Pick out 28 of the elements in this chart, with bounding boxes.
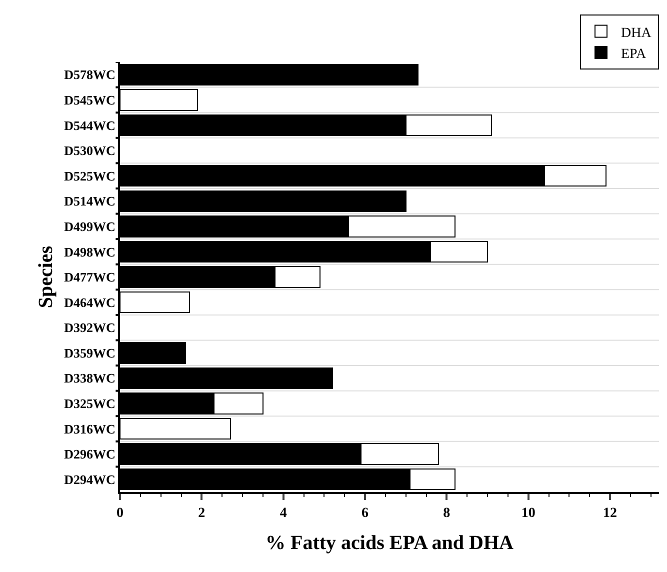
x-tick-label: 0 <box>116 506 124 521</box>
x-tick-label: 12 <box>603 506 617 521</box>
y-tick-label: D499WC <box>64 218 116 234</box>
y-tick-label: D359WC <box>64 345 116 360</box>
legend-label: DHA <box>621 26 652 41</box>
x-tick-label: 2 <box>198 506 206 521</box>
y-axis-title: Species <box>35 246 58 308</box>
x-tick-label: 6 <box>362 506 368 521</box>
y-tick-label: D392WC <box>64 320 116 336</box>
y-tick-label: D514WC <box>64 194 116 209</box>
y-tick-label: D325WC <box>64 396 116 412</box>
y-tick-label: D545WC <box>64 92 116 108</box>
y-tick-label: D464WC <box>64 294 116 310</box>
y-tick-label: D338WC <box>64 370 116 386</box>
x-axis-title: % Fatty acids EPA and DHA <box>266 532 514 554</box>
y-tick-label: D578WC <box>64 67 116 82</box>
y-tick-label: D294WC <box>64 472 116 487</box>
y-tick-label: D530WC <box>64 143 116 158</box>
y-tick-label: D498WC <box>64 244 116 260</box>
y-tick-label: D296WC <box>64 446 116 462</box>
legend-label: EPA <box>621 46 648 62</box>
y-tick-label: D544WC <box>64 118 116 133</box>
y-tick-label: D525WC <box>64 168 116 184</box>
x-tick-label: 4 <box>280 506 287 521</box>
x-tick-label: 8 <box>443 506 450 521</box>
x-tick-label: 10 <box>521 506 536 521</box>
y-tick-label: D316WC <box>64 421 116 436</box>
y-tick-label: D477WC <box>64 270 116 285</box>
